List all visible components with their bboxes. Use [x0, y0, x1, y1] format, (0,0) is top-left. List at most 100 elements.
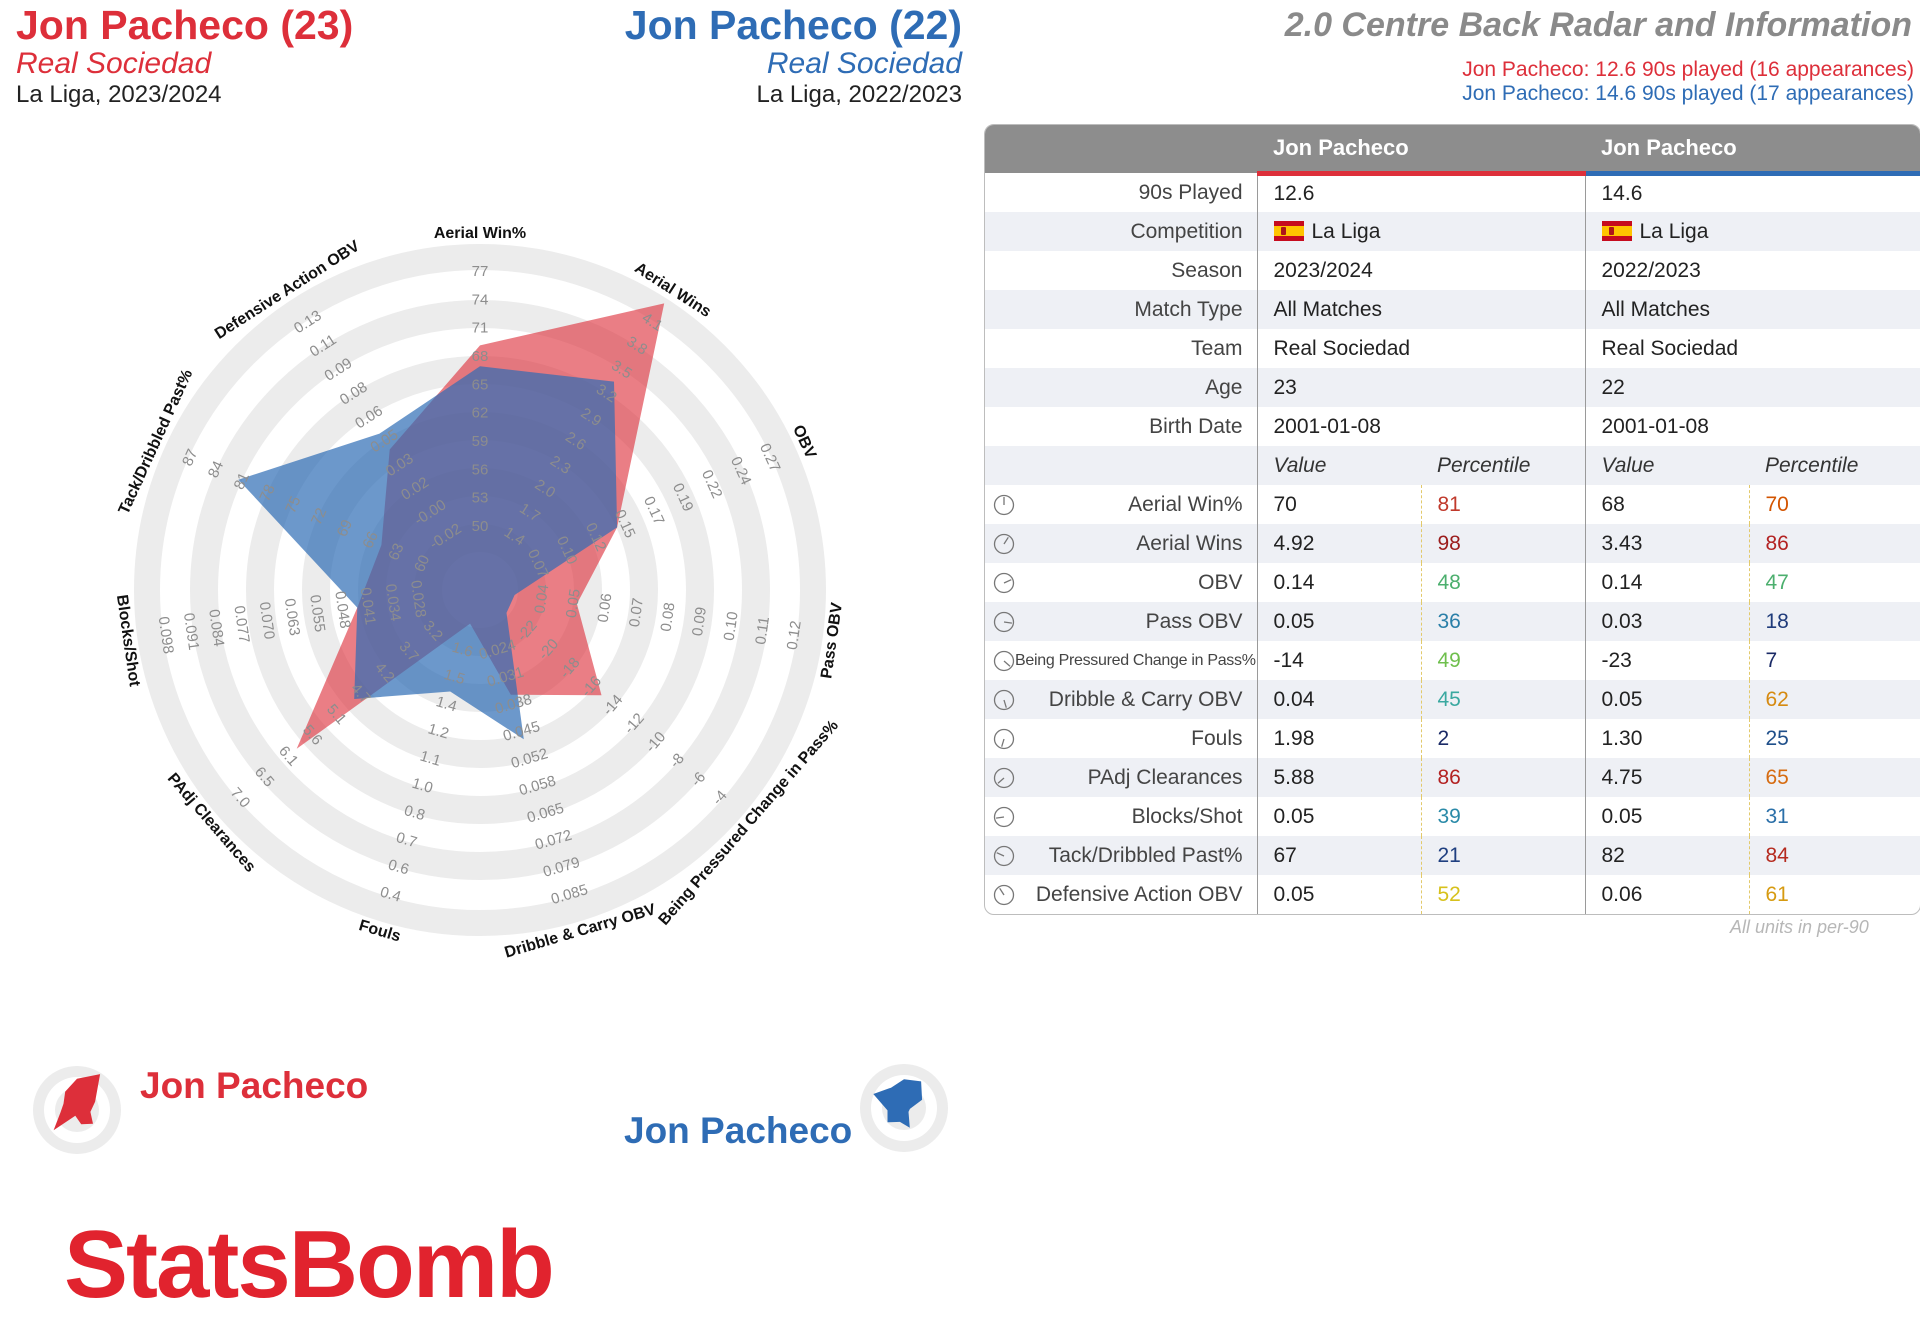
- table-row: OBV 0.14 48 0.14 47: [985, 563, 1920, 602]
- player1-info-value: La Liga: [1256, 212, 1585, 251]
- player2-info-value: 2001-01-08: [1584, 407, 1920, 446]
- player2-metric-value: 68: [1584, 485, 1749, 524]
- metric-label: Aerial Win%: [985, 485, 1257, 524]
- player1-metric-value: 1.98: [1256, 719, 1421, 758]
- radar-polygons: [238, 303, 665, 749]
- player2-metric-percentile: 86: [1748, 524, 1920, 563]
- radar-tick-label: 0.12: [784, 620, 805, 651]
- metric-dial-icon: [993, 533, 1015, 554]
- radar-tick-label: 53: [472, 490, 489, 507]
- radar-tick-label: 1.6: [450, 639, 475, 661]
- table-row: Match Type All Matches All Matches: [985, 290, 1920, 329]
- radar-tick-label: 0.4: [378, 883, 403, 905]
- table-row: 90s Played 12.6 14.6: [985, 173, 1920, 212]
- player2-metric-percentile: 47: [1748, 563, 1920, 602]
- player1-metric-percentile: 2: [1420, 719, 1585, 758]
- radar-tick-label: 66: [359, 529, 381, 551]
- player2-metric-value: 82: [1584, 836, 1749, 875]
- radar-tick-label: 0.063: [281, 597, 303, 637]
- radar-axis-label: Aerial Win%: [434, 225, 526, 242]
- player2-played-note: Jon Pacheco: 14.6 90s played (17 appeara…: [1462, 82, 1914, 105]
- player1-legend-icon: [33, 1066, 121, 1154]
- player1-legend-label: Jon Pacheco: [140, 1065, 369, 1106]
- player2-metric-percentile: 84: [1748, 836, 1920, 875]
- player1-name: Jon Pacheco (23): [16, 2, 354, 48]
- metric-label: Dribble & Carry OBV: [985, 680, 1257, 719]
- table-header-player2: Jon Pacheco: [1585, 125, 1920, 176]
- radar-tick-label: 0.11: [752, 616, 773, 646]
- radar-tick-label: 0.070: [256, 601, 278, 641]
- player2-info-value: All Matches: [1584, 290, 1920, 329]
- radar-tick-label: 0.041: [357, 586, 379, 626]
- player1-metric-percentile: 98: [1420, 524, 1585, 563]
- metric-dial-icon: [993, 611, 1015, 632]
- player1-competition: La Liga, 2023/2024: [16, 81, 222, 108]
- player1-metric-percentile: 45: [1420, 680, 1585, 719]
- player2-metric-percentile: 25: [1748, 719, 1920, 758]
- units-footnote: All units in per-90: [1730, 917, 1869, 937]
- radar-tick-label: 0.077: [230, 605, 252, 645]
- player2-metric-value: 4.75: [1584, 758, 1749, 797]
- player2-metric-percentile: 65: [1748, 758, 1920, 797]
- metric-label: Blocks/Shot: [985, 797, 1257, 836]
- radar-series-polygon-2: [238, 366, 618, 740]
- player1-team: Real Sociedad: [16, 47, 212, 80]
- table-row: Pass OBV 0.05 36 0.03 18: [985, 602, 1920, 641]
- player1-metric-value: 4.92: [1256, 524, 1421, 563]
- table-row: Dribble & Carry OBV 0.04 45 0.05 62: [985, 680, 1920, 719]
- radar-tick-label: 1.2: [426, 720, 451, 742]
- row-label: Birth Date: [1149, 414, 1243, 438]
- player1-info-value: 2023/2024: [1256, 251, 1585, 290]
- radar-tick-label: 1.0: [410, 775, 435, 797]
- player2-legend-icon: [860, 1064, 948, 1152]
- radar-ring: [134, 244, 826, 936]
- radar-tick-label: 81: [231, 470, 253, 492]
- radar-tick-label: 0.091: [180, 612, 202, 652]
- player1-metric-value: 70: [1256, 485, 1421, 524]
- table-row: Being Pressured Change in Pass% -14 49 -23 7: [985, 641, 1920, 680]
- player1-info-value: Real Sociedad: [1256, 329, 1585, 368]
- player1-played-note: Jon Pacheco: 12.6 90s played (16 appeara…: [1462, 58, 1914, 81]
- row-label: [985, 446, 1257, 485]
- radar-tick-label: 50: [472, 518, 489, 535]
- radar-tick-label: 0.04: [531, 583, 552, 614]
- radar-axis-label: Being Pressured Change in Pass%: [656, 717, 842, 928]
- player1-info-value: 2001-01-08: [1256, 407, 1585, 446]
- table-header-row: Jon Pacheco Jon Pacheco: [985, 125, 1920, 176]
- table-row: Aerial Wins 4.92 98 3.43 86: [985, 524, 1920, 563]
- player2-info-value: Real Sociedad: [1584, 329, 1920, 368]
- metric-label: Being Pressured Change in Pass%: [985, 641, 1257, 680]
- player1-metric-value: 0.05: [1256, 602, 1421, 641]
- player1-header: Jon Pacheco (23) Real Sociedad La Liga, …: [16, 2, 353, 110]
- player1-metric-percentile: 36: [1420, 602, 1585, 641]
- player2-legend-label: Jon Pacheco: [624, 1110, 853, 1151]
- radar-tick-label: 0.028: [407, 579, 429, 619]
- radar-chart: 505356596265687174771.41.72.02.32.62.93.…: [113, 225, 846, 961]
- metric-label: Fouls: [985, 719, 1257, 758]
- player2-metric-value: 0.06: [1584, 875, 1749, 914]
- value-subheader: Value: [1256, 446, 1421, 485]
- player2-competition: La Liga, 2022/2023: [756, 81, 962, 108]
- table-row: Blocks/Shot 0.05 39 0.05 31: [985, 797, 1920, 836]
- radar-tick-label: 0.06: [594, 592, 615, 623]
- metric-dial-icon: [993, 884, 1015, 905]
- table-header-blank: [985, 125, 1257, 173]
- metric-label: Tack/Dribbled Past%: [985, 836, 1257, 875]
- statsbomb-logo: StatsBomb: [64, 1211, 555, 1318]
- spain-flag-icon: [1273, 220, 1304, 241]
- player1-metric-value: 0.05: [1256, 797, 1421, 836]
- player1-info-value: All Matches: [1256, 290, 1585, 329]
- metric-label: Pass OBV: [985, 602, 1257, 641]
- radar-tick-label: 0.07: [626, 597, 647, 628]
- metric-label: Aerial Wins: [985, 524, 1257, 563]
- player2-metric-value: 0.14: [1584, 563, 1749, 602]
- radar-tick-label: 0.8: [402, 802, 427, 824]
- table-row: Age 23 22: [985, 368, 1920, 407]
- radar-tick-label: 0.6: [386, 856, 411, 878]
- radar-tick-label: 0.084: [205, 608, 227, 648]
- radar-tick-label: 1.5: [442, 666, 467, 688]
- percentile-subheader: Percentile: [1421, 446, 1585, 485]
- player2-metric-percentile: 62: [1748, 680, 1920, 719]
- radar-tick-label: 74: [472, 291, 489, 308]
- table-row: Defensive Action OBV 0.05 52 0.06 61: [985, 875, 1920, 914]
